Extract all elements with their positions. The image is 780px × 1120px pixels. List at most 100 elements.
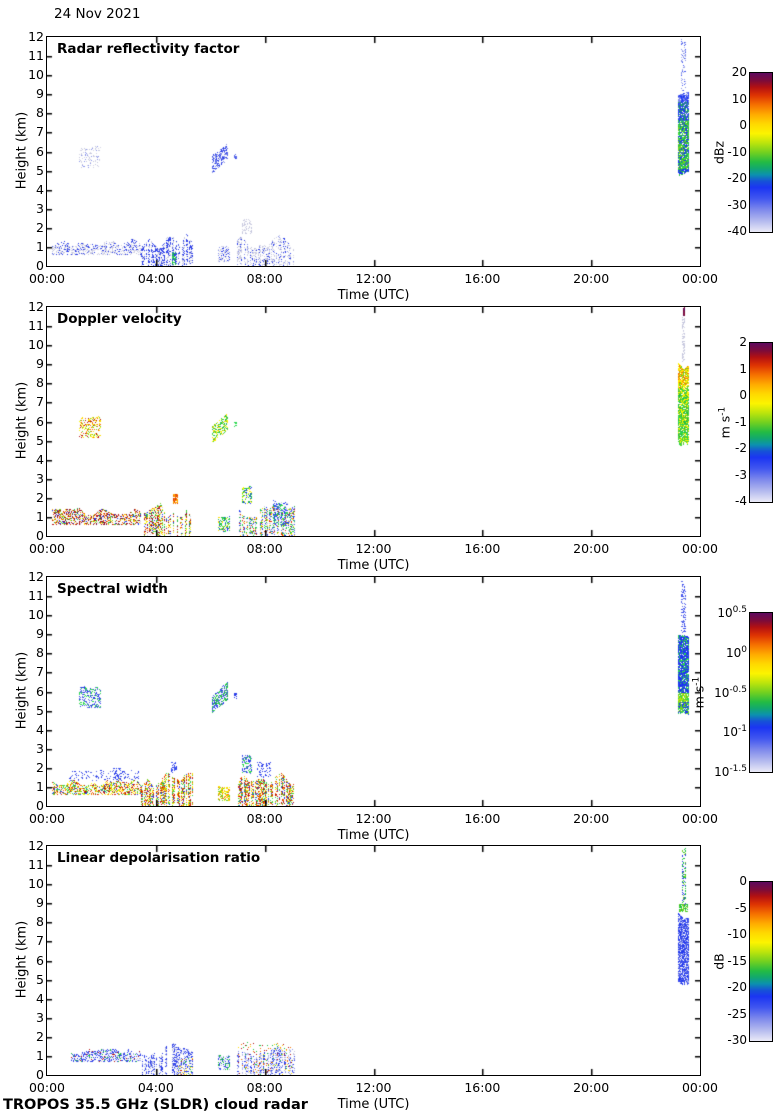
x-tick-label: 16:00 [464,271,501,286]
heatmap-canvas-radar-reflectivity-factor [45,35,701,267]
panel-title-radar-reflectivity-factor: Radar reflectivity factor [57,41,240,57]
x-tick-label: 20:00 [573,811,610,826]
y-tick-label: 11 [28,857,44,873]
y-tick-label: 9 [36,86,44,102]
y-tick-label: 5 [36,702,44,718]
y-tick-label: 7 [36,664,44,680]
x-tick-label: 08:00 [246,811,283,826]
x-tick-label: 08:00 [246,271,283,286]
y-tick-label: 0 [36,528,44,543]
heatmap-canvas-doppler-velocity [45,305,701,537]
y-tick-label: 7 [36,933,44,949]
colorbar-tick-label: 10-1.5 [714,764,747,779]
y-tick-label: 1 [36,1047,44,1063]
colorbar-tick-label: -10 [727,927,747,941]
colorbar-linear-depolarisation-ratio [748,880,773,1042]
y-tick-label: 5 [36,971,44,987]
colorbar-tick-label: 100.5 [717,605,747,620]
y-axis-label: Height (km) [14,111,30,189]
y-axis-label: Height (km) [14,651,30,729]
y-tick-label: 4 [36,451,44,467]
x-tick-label: 00:00 [681,1080,719,1095]
y-tick-label: 11 [28,318,44,334]
x-axis-label: Time (UTC) [337,1097,410,1112]
heatmap-canvas-linear-depolarisation-ratio [45,844,701,1076]
y-tick-label: 6 [36,143,44,159]
x-tick-label: 08:00 [246,541,283,556]
x-axis-label: Time (UTC) [337,288,410,303]
y-tick-label: 8 [36,645,44,661]
y-axis-label: Height (km) [14,381,30,459]
colorbar-doppler-velocity [748,341,773,503]
x-tick-label: 04:00 [137,811,174,826]
heatmap-canvas-spectral-width [45,575,701,807]
x-axis-label: Time (UTC) [337,558,410,573]
y-tick-label: 9 [36,895,44,911]
colorbar-tick-label: 0 [739,118,747,132]
colorbar-radar-reflectivity-factor [748,71,773,233]
y-tick-label: 0 [36,1067,44,1082]
colorbar-tick-label: -25 [727,1006,747,1021]
colorbar-tick-label: 20 [731,65,747,79]
colorbar-tick-label: 10-1 [722,724,747,740]
colorbar-tick-label: -20 [727,980,747,994]
y-tick-label: 5 [36,432,44,448]
y-tick-label: 2 [36,489,44,505]
colorbar-tick-label: -30 [727,197,747,212]
x-tick-label: 00:00 [681,271,719,286]
x-tick-label: 04:00 [137,541,174,556]
y-tick-label: 11 [28,588,44,604]
panel-title-doppler-velocity: Doppler velocity [57,311,182,327]
y-tick-label: 12 [28,299,44,314]
instrument-footer-label: TROPOS 35.5 GHz (SLDR) cloud radar [3,1097,308,1113]
y-tick-label: 8 [36,914,44,930]
y-tick-label: 2 [36,219,44,235]
colorbar-tick-label: 10-0.5 [714,684,747,700]
colorbar-unit-label: dBz [711,140,726,164]
y-tick-label: 2 [36,1028,44,1044]
x-tick-label: 20:00 [573,1080,610,1095]
y-tick-label: 4 [36,721,44,737]
y-tick-label: 10 [28,607,44,623]
y-tick-label: 1 [36,508,44,524]
x-tick-label: 16:00 [464,541,501,556]
colorbar-tick-label: -2 [735,441,747,455]
y-tick-label: 12 [28,569,44,584]
date-label: 24 Nov 2021 [54,6,141,22]
y-tick-label: 10 [28,337,44,353]
y-tick-label: 8 [36,105,44,121]
x-tick-label: 12:00 [355,271,392,286]
panel-title-spectral-width: Spectral width [57,581,168,597]
y-tick-label: 3 [36,200,44,216]
panel-title-linear-depolarisation-ratio: Linear depolarisation ratio [57,850,261,866]
colorbar-tick-label: -20 [727,171,747,185]
y-tick-label: 6 [36,413,44,429]
colorbar-tick-label: -15 [727,953,747,968]
y-tick-label: 12 [28,29,44,44]
colorbar-tick-label: 0 [739,874,747,888]
y-tick-label: 1 [36,238,44,254]
y-tick-label: 3 [36,740,44,756]
y-tick-label: 4 [36,990,44,1006]
colorbar-unit-label: m s-1 [691,676,707,708]
x-tick-label: 16:00 [464,1080,501,1095]
x-tick-label: 12:00 [355,811,392,826]
colorbar-tick-label: -30 [727,1033,747,1047]
y-tick-label: 6 [36,952,44,968]
y-tick-label: 7 [36,124,44,140]
y-tick-label: 5 [36,162,44,178]
x-tick-label: 00:00 [28,811,66,826]
x-tick-label: 12:00 [355,1080,392,1095]
x-tick-label: 00:00 [681,541,719,556]
x-tick-label: 16:00 [464,811,501,826]
colorbar-tick-label: 2 [739,335,747,349]
x-tick-label: 20:00 [573,541,610,556]
x-tick-label: 08:00 [246,1080,283,1095]
y-tick-label: 9 [36,356,44,372]
colorbar-unit-label: dB [711,952,726,970]
y-tick-label: 3 [36,1009,44,1025]
x-tick-label: 00:00 [681,811,719,826]
colorbar-tick-label: -1 [735,414,747,429]
colorbar-tick-label: -5 [735,900,747,915]
colorbar-unit-label: m s-1 [717,406,733,438]
